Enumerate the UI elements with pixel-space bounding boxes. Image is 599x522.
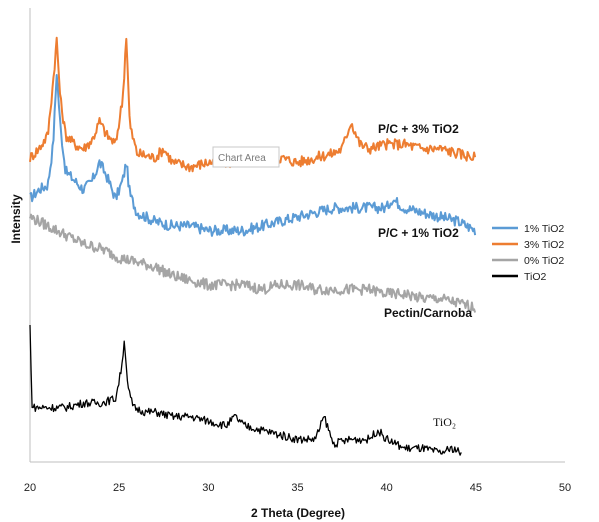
inline-label-3pct: P/C + 3% TiO2 (378, 122, 459, 136)
series-label-tio2: TiO₂ (433, 415, 456, 429)
tooltip-box (212, 146, 280, 168)
legend-entry-label: 1% TiO2 (524, 223, 564, 235)
tooltip-text: Chart Area (218, 153, 266, 164)
legend-entry-label: 0% TiO2 (524, 255, 564, 267)
x-tick-label: 45 (470, 482, 482, 494)
x-axis-title: 2 Theta (Degree) (251, 506, 345, 520)
series-line-tio2 (29, 324, 462, 456)
series-label-1pct: P/C + 1% TiO2 (378, 226, 459, 240)
series-label-0pct: Pectin/Carnoba (384, 306, 472, 320)
chart-area-tooltip: Chart Area (212, 146, 280, 168)
inline-label-0pct: Pectin/Carnoba (384, 306, 472, 320)
inline-label-1pct: P/C + 1% TiO2 (378, 226, 459, 240)
series-label-3pct: P/C + 3% TiO2 (378, 122, 459, 136)
plot-area: 20 25 30 35 40 45 50 (24, 8, 571, 494)
x-tick-label: 30 (202, 482, 214, 494)
y-axis-title: Intensity (9, 194, 23, 244)
x-tick-labels: 20 25 30 35 40 45 50 (24, 482, 571, 494)
x-tick-label: 35 (291, 482, 303, 494)
series-line-1-tio2 (29, 74, 477, 237)
legend-entry-label: TiO2 (524, 271, 547, 283)
x-tick-label: 25 (113, 482, 125, 494)
inline-label-tio2: TiO₂ (433, 415, 456, 429)
legend-entry-label: 3% TiO2 (524, 239, 564, 251)
legend: 1% TiO2 3% TiO2 0% TiO2 TiO2 (492, 223, 564, 283)
x-tick-label: 20 (24, 482, 36, 494)
x-tick-label: 40 (381, 482, 393, 494)
x-tick-label: 50 (559, 482, 571, 494)
series-layer (29, 36, 477, 456)
series-line-0-tio2 (29, 213, 477, 313)
